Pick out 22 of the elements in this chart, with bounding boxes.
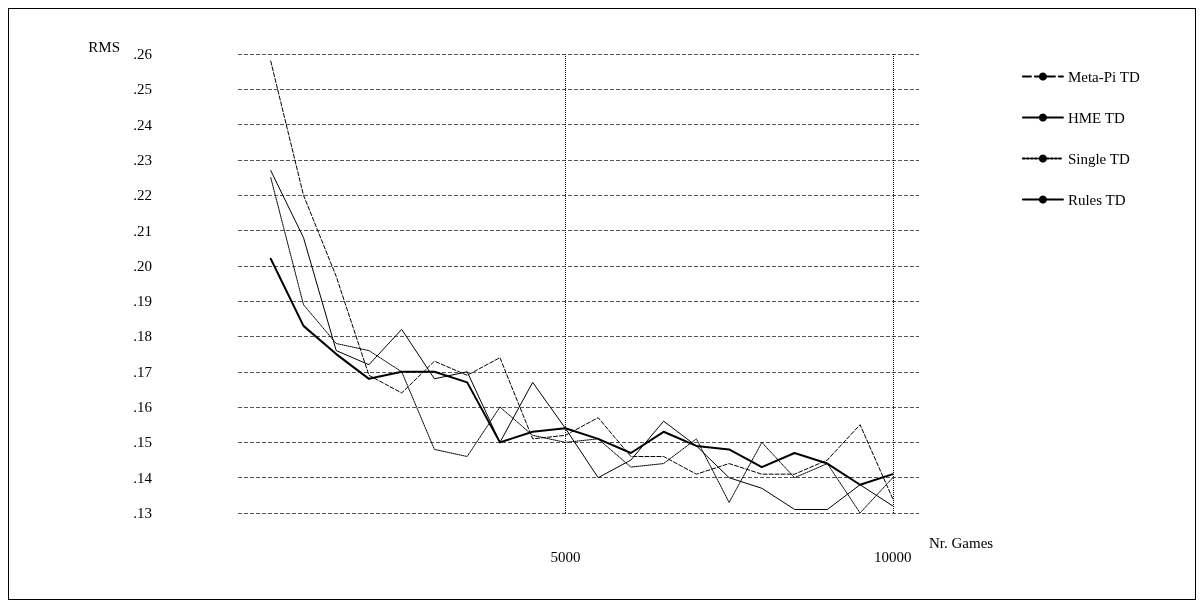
legend-label: HME TD [1067,109,1125,126]
y-tick-label: .21 [133,222,152,239]
x-tick-label: 10000 [874,548,912,565]
y-tick-label: .24 [133,116,153,133]
y-tick-label: .22 [133,187,152,204]
legend-label: Meta-Pi TD [1067,68,1140,85]
y-tick-label: .15 [133,434,152,451]
y-tick-label: .20 [133,257,152,274]
y-tick-label: .19 [133,293,152,310]
y-axis-title: RMS [88,38,120,55]
legend-label: Rules TD [1067,191,1126,208]
y-tick-label: .23 [133,151,152,168]
x-tick-label: 5000 [550,548,581,565]
y-tick-label: .25 [133,81,152,98]
y-tick-label: .26 [133,46,153,62]
y-tick-label: .16 [133,399,153,416]
y-tick-label: .13 [133,505,152,521]
legend-label: Single TD [1067,150,1130,167]
y-tick-label: .14 [133,469,153,486]
x-axis-title: Nr. Games [929,534,994,551]
y-tick-label: .18 [133,328,152,345]
y-tick-label: .17 [133,363,153,380]
